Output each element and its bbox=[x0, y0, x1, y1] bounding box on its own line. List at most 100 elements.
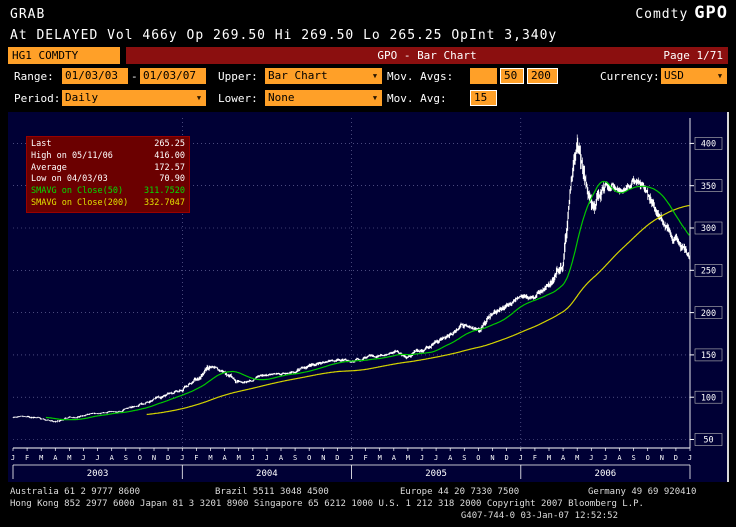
svg-text:250: 250 bbox=[701, 267, 716, 277]
svg-text:J: J bbox=[349, 454, 353, 462]
security-ticker-field[interactable]: HG1 COMDTY bbox=[8, 47, 120, 64]
mov-avgs-label: Mov. Avgs: bbox=[387, 70, 454, 83]
chevron-down-icon[interactable]: ▼ bbox=[717, 72, 723, 80]
lower-dropdown-value: None bbox=[268, 91, 295, 104]
svg-text:J: J bbox=[265, 454, 269, 462]
svg-text:M: M bbox=[547, 454, 551, 462]
period-label: Period: bbox=[14, 92, 61, 105]
range-start-input[interactable]: 01/03/03 bbox=[62, 68, 128, 84]
legend-row-average: Average 172.57 bbox=[27, 163, 189, 175]
toolbar-row-1: Range: 01/03/03 - 01/03/07 Upper: Bar Ch… bbox=[0, 66, 736, 87]
chart-legend: Last 265.25 High on 05/11/06 416.00 Averag… bbox=[26, 136, 190, 213]
mov-avg-extra-input[interactable] bbox=[470, 68, 497, 84]
quote-line: At DELAYED Vol 466y Op 269.50 Hi 269.50 … bbox=[10, 28, 558, 43]
lower-label: Lower: bbox=[218, 92, 258, 105]
legend-value: 70.90 bbox=[159, 174, 185, 185]
upper-dropdown[interactable]: Bar Chart ▼ bbox=[265, 68, 382, 84]
lower-dropdown[interactable]: None ▼ bbox=[265, 90, 382, 106]
svg-text:M: M bbox=[575, 454, 579, 462]
mov-avg-200-input[interactable]: 200 bbox=[527, 68, 558, 84]
svg-text:J: J bbox=[589, 454, 593, 462]
title-bar: HG1 COMDTY GPO - Bar Chart Page 1/71 bbox=[8, 47, 728, 64]
range-separator: - bbox=[131, 70, 138, 83]
chevron-down-icon[interactable]: ▼ bbox=[372, 94, 378, 102]
mov-avg-15-input[interactable]: 15 bbox=[470, 90, 497, 106]
svg-text:2005: 2005 bbox=[425, 469, 447, 479]
svg-text:100: 100 bbox=[701, 393, 716, 403]
svg-text:O: O bbox=[307, 454, 311, 462]
svg-text:M: M bbox=[237, 454, 241, 462]
svg-text:J: J bbox=[180, 454, 184, 462]
function-title-bar: GPO - Bar Chart Page 1/71 bbox=[126, 47, 728, 64]
page-indicator[interactable]: Page 1/71 bbox=[663, 49, 723, 62]
svg-text:J: J bbox=[81, 454, 85, 462]
range-end-input[interactable]: 01/03/07 bbox=[140, 68, 206, 84]
svg-text:D: D bbox=[674, 454, 678, 462]
svg-text:N: N bbox=[321, 454, 325, 462]
legend-row-low: Low on 04/03/03 70.90 bbox=[27, 174, 189, 186]
footer-item: Europe 44 20 7330 7500 bbox=[400, 487, 520, 497]
svg-text:A: A bbox=[392, 454, 397, 462]
sector-label: Comdty bbox=[635, 7, 689, 22]
svg-text:N: N bbox=[660, 454, 664, 462]
svg-text:F: F bbox=[25, 454, 29, 462]
svg-text:150: 150 bbox=[701, 351, 716, 361]
toolbar-row-2: Period: Daily ▼ Lower: None ▼ Mov. Avg: 15 bbox=[0, 88, 736, 109]
legend-value: 172.57 bbox=[154, 162, 185, 173]
mov-avg-50-input[interactable]: 50 bbox=[500, 68, 524, 84]
svg-text:300: 300 bbox=[701, 224, 716, 234]
legend-label: Average bbox=[31, 162, 67, 173]
legend-label: High on 05/11/06 bbox=[31, 150, 113, 161]
legend-value: 416.00 bbox=[154, 150, 185, 161]
currency-dropdown[interactable]: USD ▼ bbox=[661, 68, 727, 84]
svg-text:M: M bbox=[208, 454, 212, 462]
svg-text:J: J bbox=[420, 454, 424, 462]
chevron-down-icon[interactable]: ▼ bbox=[372, 72, 378, 80]
period-dropdown[interactable]: Daily ▼ bbox=[62, 90, 206, 106]
function-code: GPO bbox=[694, 3, 728, 23]
svg-text:2004: 2004 bbox=[256, 469, 278, 479]
svg-text:N: N bbox=[152, 454, 156, 462]
svg-text:A: A bbox=[561, 454, 566, 462]
footer: Australia 61 2 9777 8600 Brazil 5511 304… bbox=[10, 487, 728, 523]
svg-text:D: D bbox=[504, 454, 508, 462]
svg-text:J: J bbox=[11, 454, 15, 462]
svg-text:M: M bbox=[39, 454, 43, 462]
svg-text:A: A bbox=[222, 454, 227, 462]
chart-panel: 50 100 150 200 250 300 350 400 J F M A M J J A S O N D J F M A M… bbox=[8, 112, 729, 482]
svg-text:J: J bbox=[519, 454, 523, 462]
svg-text:F: F bbox=[194, 454, 198, 462]
legend-value: 311.7520 bbox=[144, 186, 185, 197]
mov-avg-label: Mov. Avg: bbox=[387, 92, 447, 105]
svg-text:A: A bbox=[448, 454, 453, 462]
svg-text:A: A bbox=[279, 454, 284, 462]
svg-text:350: 350 bbox=[701, 182, 716, 192]
footer-contacts-line1: Australia 61 2 9777 8600 Brazil 5511 304… bbox=[10, 487, 728, 499]
svg-text:J: J bbox=[603, 454, 607, 462]
svg-text:O: O bbox=[138, 454, 142, 462]
legend-value: 265.25 bbox=[154, 139, 185, 149]
svg-text:J: J bbox=[688, 454, 692, 462]
svg-text:200: 200 bbox=[701, 309, 716, 319]
legend-value: 332.7047 bbox=[144, 197, 185, 208]
chart-title: GPO - Bar Chart bbox=[377, 49, 477, 62]
legend-row-smavg200: SMAVG on Close(200) 332.7047 bbox=[27, 198, 189, 210]
svg-text:M: M bbox=[67, 454, 71, 462]
svg-text:A: A bbox=[617, 454, 622, 462]
chevron-down-icon[interactable]: ▼ bbox=[196, 94, 202, 102]
svg-text:S: S bbox=[124, 454, 128, 462]
svg-text:M: M bbox=[378, 454, 382, 462]
svg-text:S: S bbox=[631, 454, 635, 462]
period-dropdown-value: Daily bbox=[65, 91, 99, 104]
legend-label: SMAVG on Close(200) bbox=[31, 197, 129, 208]
footer-item: Australia 61 2 9777 8600 bbox=[10, 487, 141, 497]
svg-text:2003: 2003 bbox=[87, 469, 109, 479]
svg-text:A: A bbox=[53, 454, 58, 462]
footer-contacts-line2: Hong Kong 852 2977 6000 Japan 81 3 3201 … bbox=[10, 499, 644, 509]
legend-row-last: Last 265.25 bbox=[27, 139, 189, 151]
svg-text:D: D bbox=[166, 454, 170, 462]
legend-label: SMAVG on Close(50) bbox=[31, 186, 124, 197]
footer-item: Brazil 5511 3048 4500 bbox=[215, 487, 329, 497]
footer-terminal-id: G407-744-0 03-Jan-07 12:52:52 bbox=[460, 511, 618, 521]
